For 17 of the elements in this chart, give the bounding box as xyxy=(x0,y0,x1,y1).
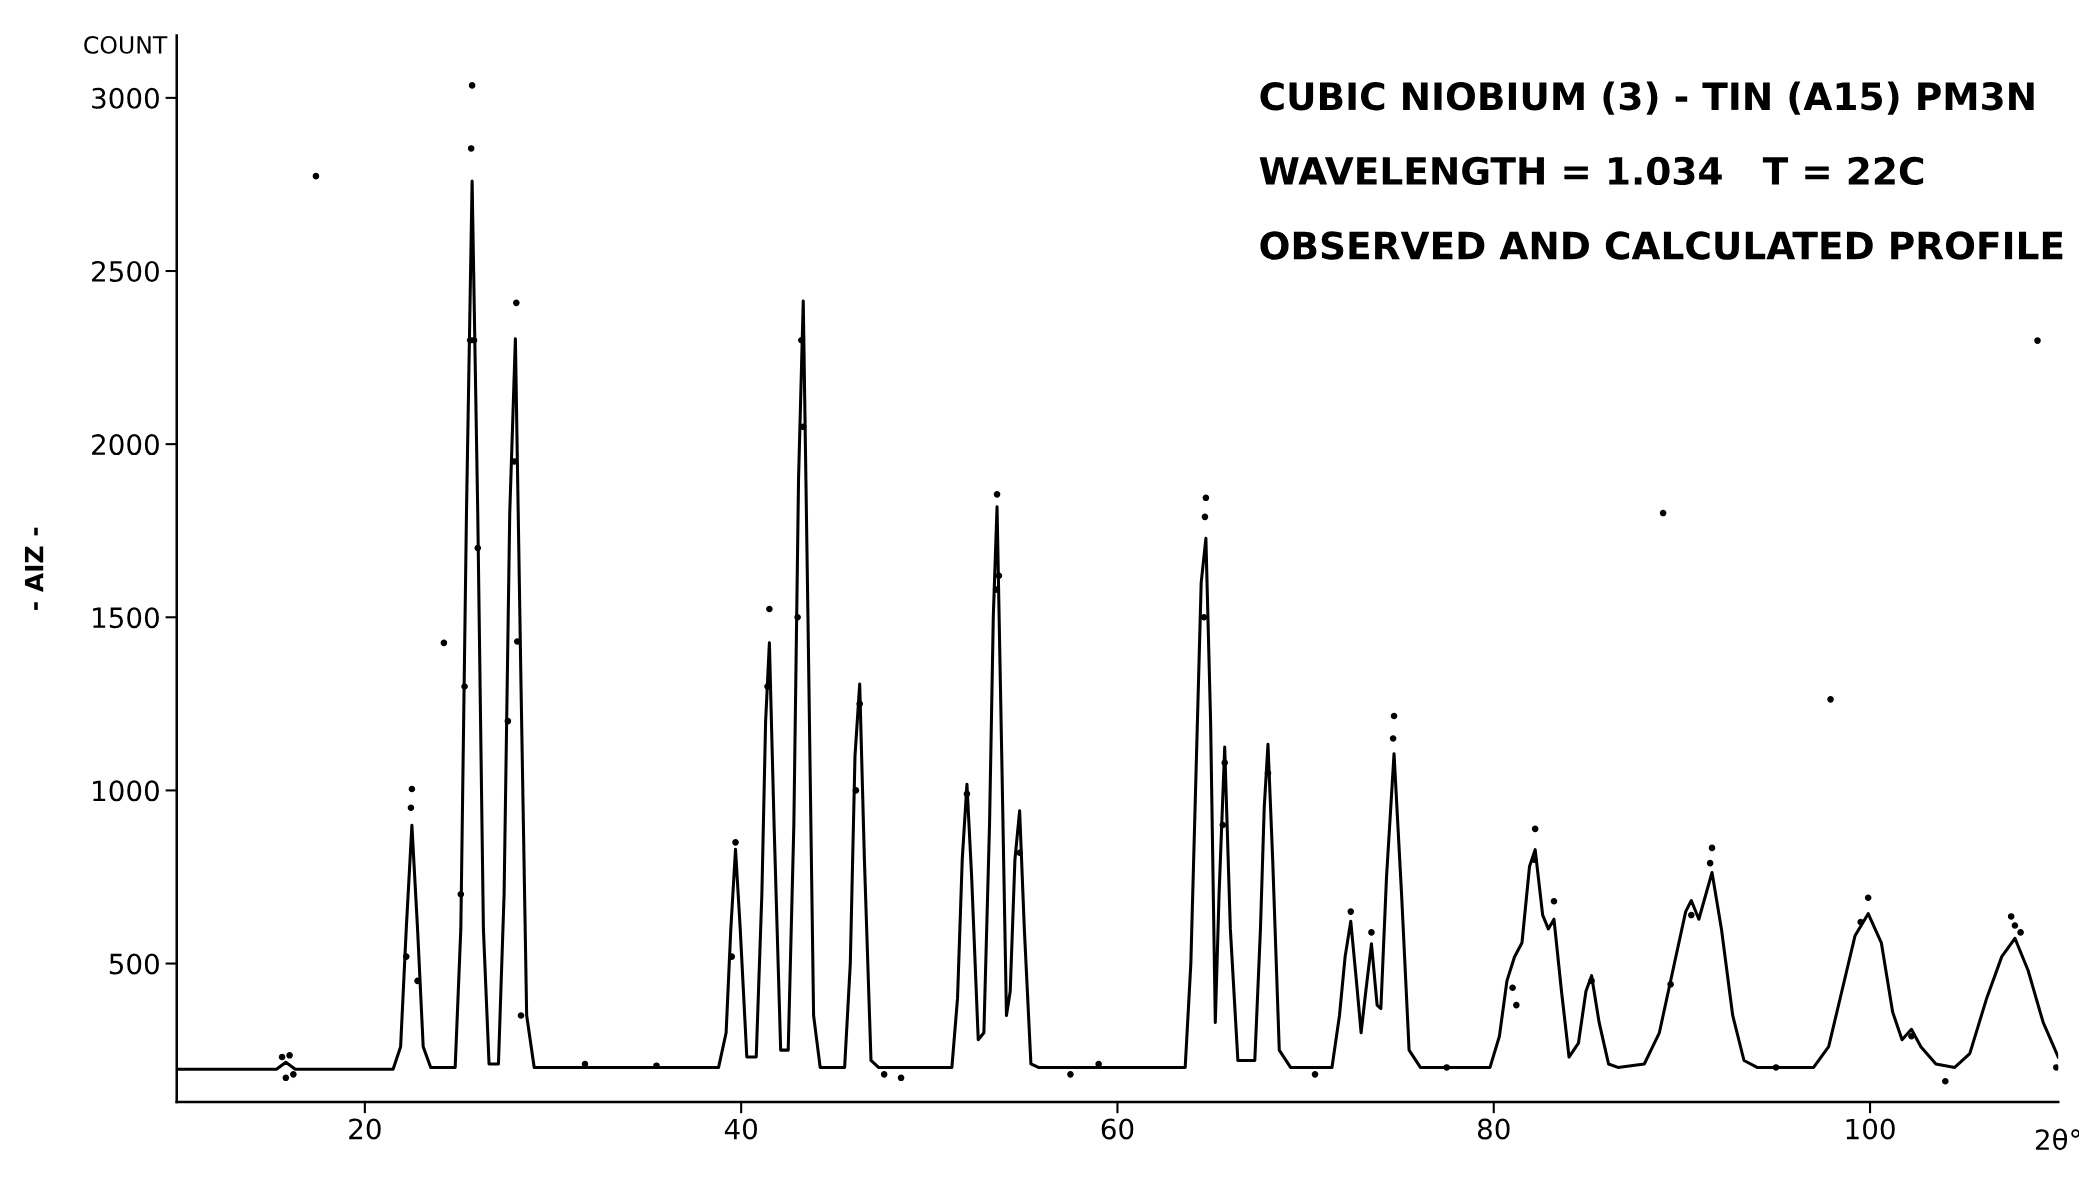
x-tick-label: 60 xyxy=(1101,1118,1134,1140)
x-tick-label: 80 xyxy=(1477,1118,1510,1140)
y-tick-label: 1500 xyxy=(93,607,159,629)
y-tick-label: 1000 xyxy=(93,780,159,802)
x-tick-label: 40 xyxy=(724,1118,757,1140)
text: CUBIC NIOBIUM (3) - TIN (A15) PM3N xyxy=(1260,81,2034,115)
text: WAVELENGTH = 1.034 T = 22C xyxy=(1259,156,1924,186)
y-axis-title: - AIZ - xyxy=(24,527,44,610)
y-tick-label: 2000 xyxy=(92,434,159,456)
text: COUNT xyxy=(84,35,168,54)
y-tick-label: 3000 xyxy=(92,87,159,109)
x-axis-title: 2θ° xyxy=(2035,1128,2079,1151)
x-tick-label: 20 xyxy=(349,1118,381,1140)
y-tick-label: 2500 xyxy=(92,260,159,282)
y-tick-label: 500 xyxy=(109,953,159,975)
x-tick-label: 100 xyxy=(1846,1118,1895,1140)
annotation: OBSERVED AND CALCULATED PROFILE xyxy=(1260,231,2063,260)
